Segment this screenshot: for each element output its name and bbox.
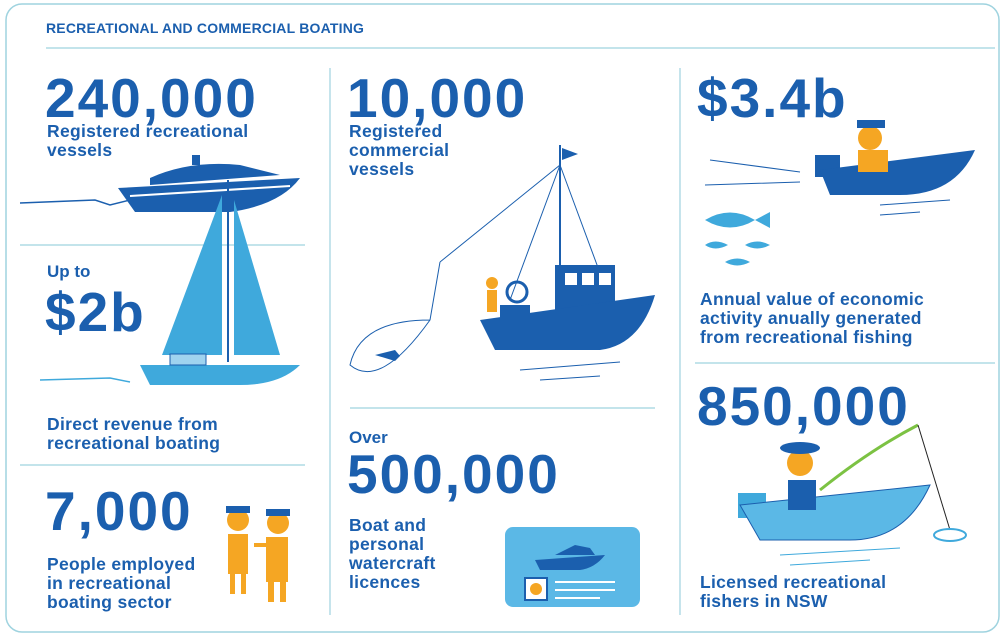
sailboat-icon-part <box>39 377 131 383</box>
trawler-icon-part <box>565 273 577 285</box>
stat-description-part: activity anually generated <box>700 308 922 328</box>
sailboat-icon-part <box>234 200 280 355</box>
stat-description-part: boating sector <box>47 592 172 612</box>
angler-boat-icon-part <box>780 442 820 454</box>
stat-description-part: licences <box>349 572 421 592</box>
fishing-boat-icon-part <box>857 120 885 128</box>
stat-description: Direct revenue from recreational boating <box>47 415 220 453</box>
angler-boat-icon-part <box>739 484 931 541</box>
stat-description: Boat and personal watercraft licences <box>349 516 436 592</box>
speedboat-icon-part <box>150 163 280 185</box>
trawler-icon-part <box>505 280 529 304</box>
stat-description: Registered recreational vessels <box>47 122 248 160</box>
workers-icon <box>226 506 290 602</box>
stat-description-part: Annual value of economic <box>700 289 925 309</box>
stat-description-part: Direct revenue from <box>47 414 219 434</box>
angler-boat-icon <box>738 423 967 566</box>
sailboat-icon <box>39 180 300 385</box>
trawler-icon-part <box>480 295 655 350</box>
speedboat-icon-part <box>19 199 131 206</box>
sailboat-icon-part <box>169 353 207 366</box>
trawler-icon-part <box>500 305 530 323</box>
fishing-boat-icon-part <box>858 126 882 150</box>
speedboat-icon-part <box>192 155 200 165</box>
stat-description-part: vessels <box>47 140 113 160</box>
angler-boat-icon-part <box>917 424 951 531</box>
angler-boat-icon-part <box>779 547 901 566</box>
angler-boat-icon-part <box>933 528 967 542</box>
licence-icon-part <box>535 555 605 570</box>
title: RECREATIONAL AND COMMERCIAL BOATING <box>46 20 365 36</box>
stat-prefix: Up to <box>47 262 91 281</box>
speedboat-icon-part <box>129 185 291 197</box>
sailboat-icon-part <box>140 365 300 385</box>
stat-description: Registered commercial vessels <box>349 122 449 179</box>
angler-boat-icon-part <box>819 423 919 492</box>
licence-icon-part <box>555 545 595 555</box>
trawler-icon <box>349 145 655 381</box>
stat-description-part: Licensed recreational <box>700 572 887 592</box>
stat-value: 7,000 <box>45 480 193 542</box>
stat-description-part: personal <box>349 534 425 554</box>
workers-icon-part <box>268 582 274 602</box>
stat-description-part: Registered recreational <box>47 121 249 141</box>
trawler-icon-part <box>562 148 578 160</box>
fishing-boat-icon-part <box>704 159 801 186</box>
stat-description-part: commercial <box>349 140 450 160</box>
stat-value: 500,000 <box>347 443 560 505</box>
stat-value: $3.4b <box>697 67 848 129</box>
fishing-boat-icon-part <box>858 150 888 172</box>
stat-description-part: People employed <box>47 554 196 574</box>
stat-description-part: in recreational <box>47 573 172 593</box>
stat-value: 10,000 <box>347 67 528 129</box>
licence-icon <box>505 527 640 607</box>
workers-icon-part <box>228 534 248 574</box>
sailboat-icon-part <box>162 195 222 355</box>
trawler-icon-part <box>349 261 441 373</box>
stat-value: 850,000 <box>697 375 910 437</box>
speedboat-icon-part <box>118 178 300 212</box>
workers-icon-part <box>266 537 288 582</box>
stat-description-part: Boat and <box>349 515 427 535</box>
dividers <box>20 47 995 615</box>
stat-description-part: vessels <box>349 159 415 179</box>
frame <box>5 3 1000 633</box>
fishing-boat-icon-part <box>705 212 770 228</box>
workers-icon-part <box>226 506 250 513</box>
fishing-boat-icon-part <box>705 241 770 266</box>
trawler-icon-part <box>375 350 400 361</box>
speedboat-icon <box>19 155 300 212</box>
stat-prefix: Over <box>349 428 388 447</box>
angler-boat-icon-part <box>787 450 813 476</box>
stat-value: 240,000 <box>45 67 258 129</box>
trawler-icon-part <box>487 290 497 312</box>
workers-icon-part <box>267 512 289 534</box>
trawler-icon-part <box>599 273 611 285</box>
stat-description: Annual value of economic activity anually… <box>700 290 924 347</box>
workers-icon-part <box>230 574 235 594</box>
stat-value: $2b <box>45 281 146 343</box>
workers-icon-part <box>266 509 290 516</box>
trawler-icon-part <box>582 273 594 285</box>
workers-icon-part <box>227 509 249 531</box>
fishing-boat-icon <box>704 120 975 266</box>
trawler-icon-part <box>519 361 621 381</box>
stat-description-part: fishers in NSW <box>700 591 828 611</box>
stat-description-part: Registered <box>349 121 443 141</box>
fishing-boat-icon-part <box>879 199 951 216</box>
angler-boat-icon-part <box>788 480 816 510</box>
stat-description-part: from recreational fishing <box>700 327 913 347</box>
trawler-icon-part <box>486 277 498 289</box>
stat-description-part: recreational boating <box>47 433 221 453</box>
workers-icon-part <box>280 582 286 602</box>
stat-description: People employed in recreational boating se… <box>47 555 195 612</box>
licence-icon-part <box>530 583 542 595</box>
fishing-boat-icon-part <box>820 150 975 195</box>
stat-description: Licensed recreational fishers in NSW <box>700 573 886 611</box>
stat-description-part: watercraft <box>349 553 436 573</box>
workers-icon-part <box>241 574 246 594</box>
